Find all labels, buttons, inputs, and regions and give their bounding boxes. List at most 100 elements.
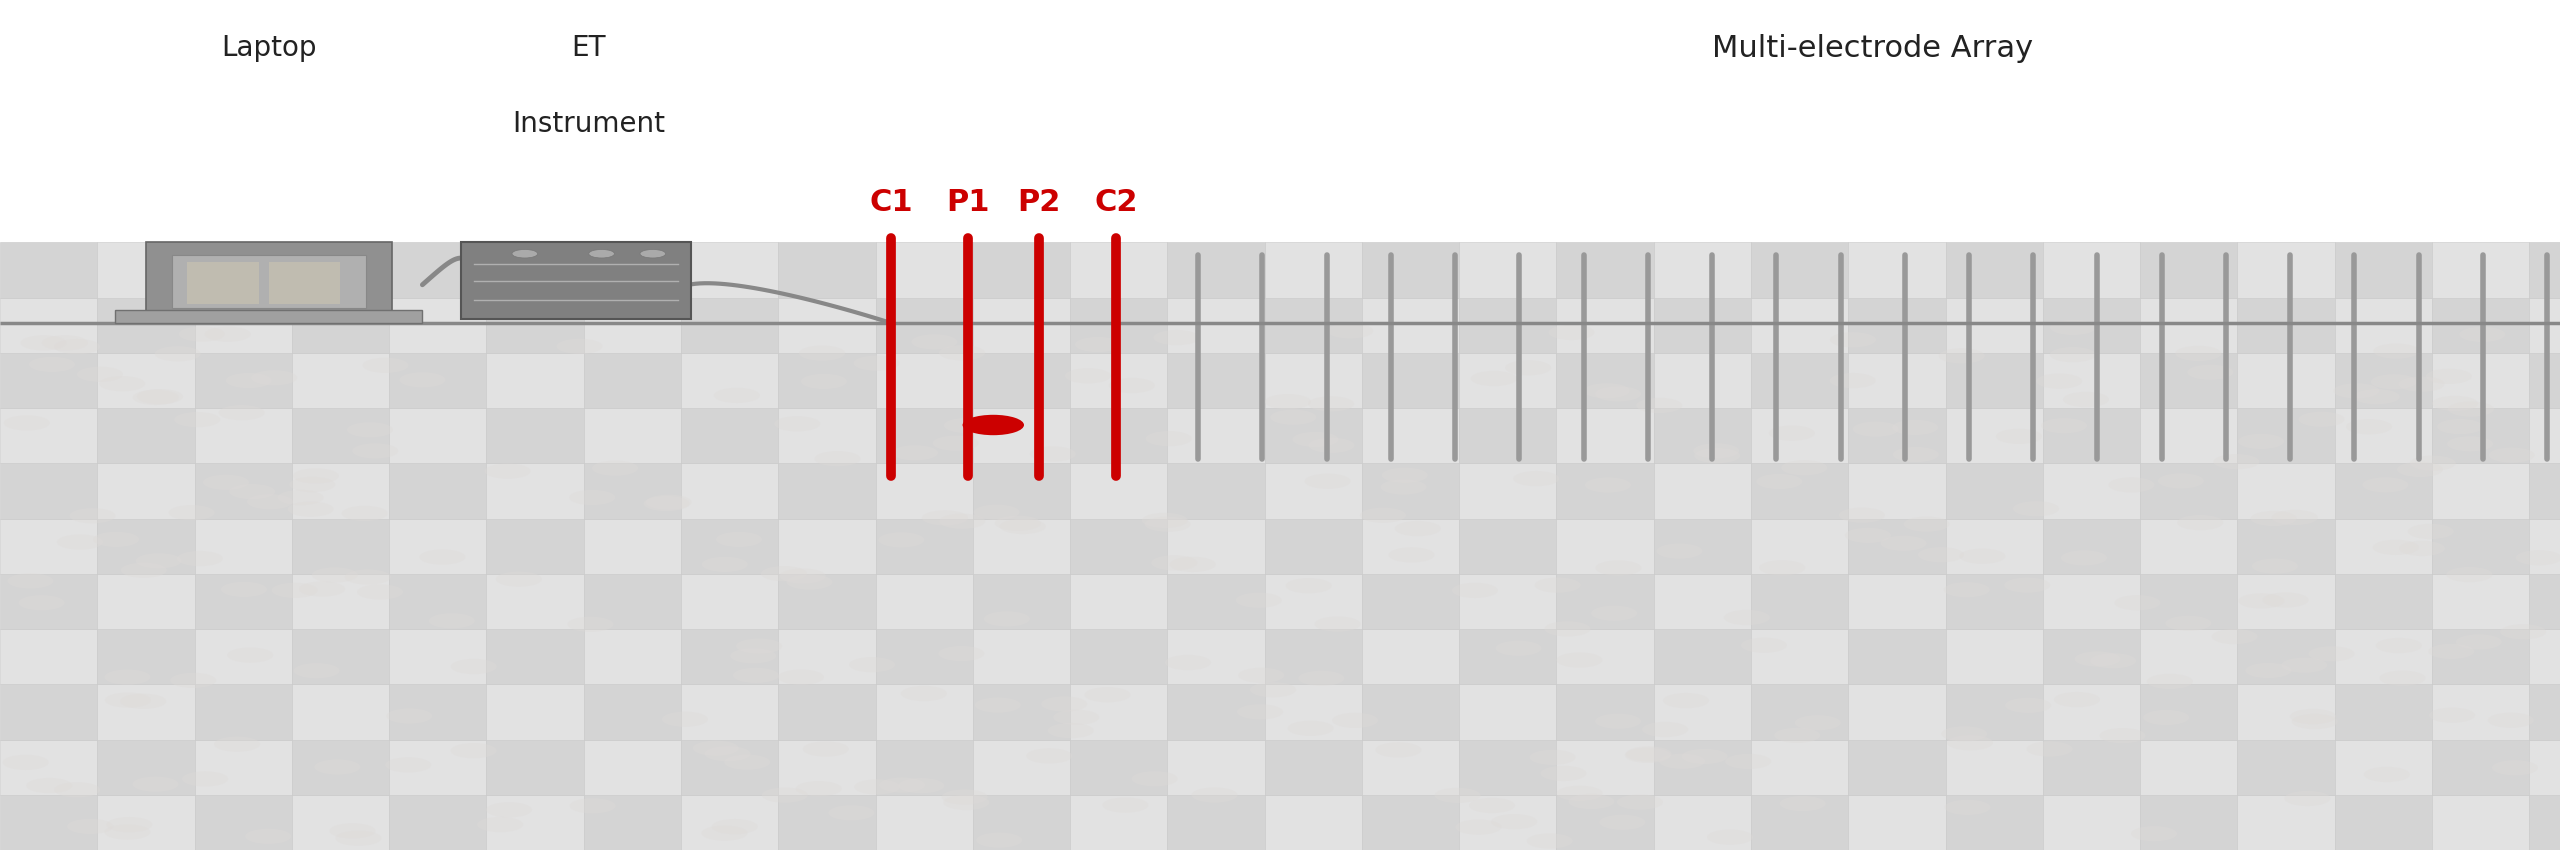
Bar	[1167, 463, 1265, 518]
Bar	[195, 740, 292, 795]
Bar	[2237, 684, 2335, 740]
Circle shape	[1741, 638, 1787, 653]
Bar	[1070, 298, 1167, 353]
Circle shape	[1585, 478, 1631, 493]
Bar	[1362, 629, 1459, 684]
Bar	[876, 574, 973, 629]
Circle shape	[1782, 460, 1828, 475]
Bar	[389, 795, 486, 850]
Circle shape	[1270, 410, 1316, 425]
Circle shape	[1108, 378, 1155, 394]
Circle shape	[56, 535, 102, 550]
Bar	[2432, 353, 2529, 408]
Circle shape	[1595, 560, 1641, 575]
Bar	[2432, 518, 2529, 574]
Bar	[1848, 298, 1946, 353]
Bar	[2432, 740, 2529, 795]
Circle shape	[451, 659, 497, 674]
Bar	[2335, 740, 2432, 795]
Bar	[1556, 353, 1654, 408]
Bar	[1751, 242, 1848, 298]
Circle shape	[778, 670, 824, 685]
Circle shape	[2004, 577, 2051, 592]
Bar	[681, 298, 778, 353]
Bar	[681, 740, 778, 795]
Bar	[2237, 463, 2335, 518]
Circle shape	[312, 567, 358, 582]
Bar	[1654, 518, 1751, 574]
Bar	[2140, 298, 2237, 353]
Bar	[973, 518, 1070, 574]
Circle shape	[18, 595, 64, 610]
Circle shape	[2353, 389, 2399, 405]
Circle shape	[1682, 749, 1728, 764]
Bar	[486, 242, 584, 298]
Circle shape	[364, 358, 410, 373]
Circle shape	[2396, 462, 2442, 477]
Circle shape	[2376, 638, 2422, 653]
Circle shape	[179, 326, 225, 342]
Circle shape	[901, 686, 947, 701]
Bar	[876, 408, 973, 463]
Bar	[1946, 463, 2043, 518]
Bar	[1167, 684, 1265, 740]
Bar	[584, 408, 681, 463]
Circle shape	[1469, 371, 1516, 386]
Bar	[1848, 684, 1946, 740]
Bar	[486, 463, 584, 518]
Circle shape	[1892, 420, 1938, 435]
Bar	[2529, 518, 2560, 574]
Circle shape	[154, 346, 200, 361]
Circle shape	[2158, 473, 2204, 489]
Circle shape	[356, 584, 402, 599]
Bar	[0, 242, 97, 298]
Circle shape	[1830, 332, 1876, 348]
Bar	[1362, 353, 1459, 408]
Circle shape	[1239, 667, 1285, 683]
Bar	[1167, 740, 1265, 795]
Circle shape	[571, 798, 617, 813]
Bar	[1751, 684, 1848, 740]
Bar	[584, 629, 681, 684]
Bar	[1070, 629, 1167, 684]
Bar	[389, 518, 486, 574]
Circle shape	[2253, 558, 2299, 574]
Circle shape	[2281, 658, 2327, 673]
Bar	[1362, 298, 1459, 353]
Circle shape	[2488, 447, 2534, 462]
Bar	[2237, 242, 2335, 298]
Circle shape	[1298, 671, 1344, 686]
Circle shape	[1569, 794, 1615, 809]
Circle shape	[911, 334, 957, 349]
Bar	[1167, 298, 1265, 353]
Bar	[2140, 684, 2237, 740]
Circle shape	[2427, 369, 2473, 384]
Bar	[1848, 408, 1946, 463]
Circle shape	[2245, 663, 2291, 678]
Circle shape	[315, 759, 361, 774]
Bar	[1362, 518, 1459, 574]
Circle shape	[1190, 787, 1236, 802]
Circle shape	[1626, 746, 1672, 762]
Circle shape	[1528, 750, 1574, 765]
Circle shape	[1946, 800, 1992, 815]
Circle shape	[105, 693, 151, 708]
Bar	[1654, 629, 1751, 684]
Circle shape	[77, 366, 123, 382]
Circle shape	[556, 338, 602, 354]
Text: P2: P2	[1019, 188, 1060, 217]
Bar	[1070, 574, 1167, 629]
Circle shape	[287, 502, 333, 517]
Bar	[0, 408, 97, 463]
Bar	[973, 242, 1070, 298]
Bar	[97, 408, 195, 463]
Bar	[1751, 408, 1848, 463]
Circle shape	[2447, 436, 2493, 451]
Bar	[1070, 463, 1167, 518]
Circle shape	[694, 740, 740, 756]
Text: Instrument: Instrument	[512, 110, 666, 139]
Bar	[1946, 298, 2043, 353]
Bar	[1654, 574, 1751, 629]
Bar	[292, 629, 389, 684]
Bar	[389, 353, 486, 408]
